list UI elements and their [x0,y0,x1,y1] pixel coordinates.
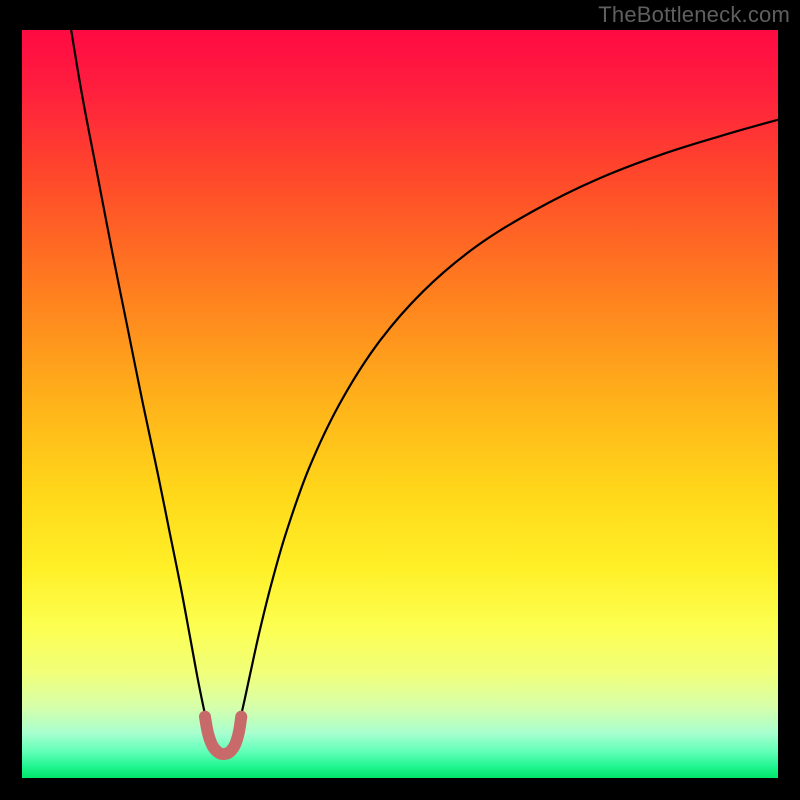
bottleneck-chart [0,0,800,800]
chart-frame: TheBottleneck.com [0,0,800,800]
watermark-text: TheBottleneck.com [598,2,790,28]
